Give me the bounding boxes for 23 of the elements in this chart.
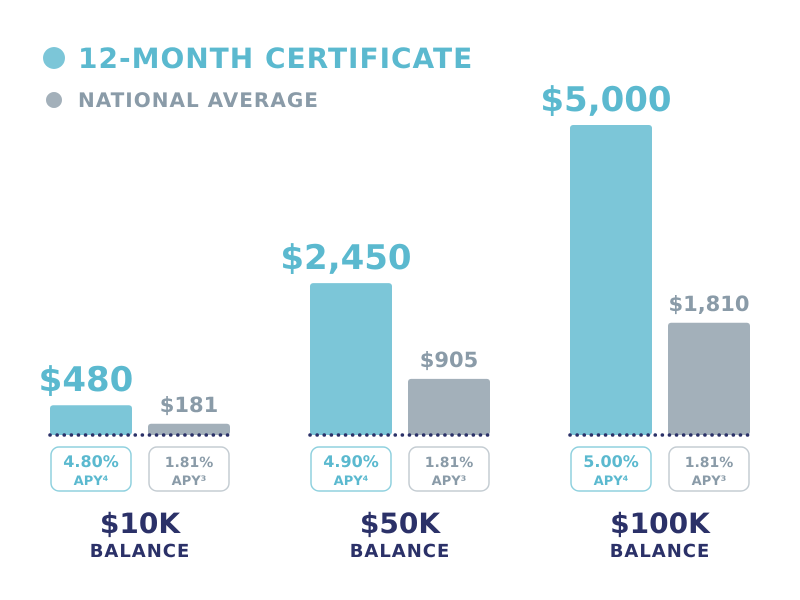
text: 4.90% APY⁴ <box>323 452 379 489</box>
legend-label: 12-MONTH CERTIFICATE <box>78 42 474 75</box>
data-label: $905 <box>420 348 478 372</box>
text: 1.81% APY³ <box>684 455 734 489</box>
x-tick-label: $50K BALANCE <box>350 507 450 562</box>
x-tick-label: $100K BALANCE <box>610 507 712 562</box>
data-label: $1,810 <box>668 292 750 316</box>
bar <box>310 283 392 435</box>
data-label: $181 <box>160 392 218 417</box>
bar <box>408 378 490 435</box>
text: 1.81% APY³ <box>424 455 474 489</box>
data-label: $2,450 <box>280 238 412 278</box>
data-label: $480 <box>38 360 134 400</box>
bar <box>148 424 230 435</box>
bar <box>668 322 750 435</box>
bar <box>50 405 132 435</box>
text: 1.81% APY³ <box>164 455 214 489</box>
bar <box>570 125 652 435</box>
data-label: $5,000 <box>540 80 672 120</box>
x-tick-label: $10K BALANCE <box>90 507 190 562</box>
text: 4.80% APY⁴ <box>63 452 119 489</box>
legend-label: NATIONAL AVERAGE <box>78 88 319 112</box>
text: 5.00% APY⁴ <box>583 452 639 489</box>
